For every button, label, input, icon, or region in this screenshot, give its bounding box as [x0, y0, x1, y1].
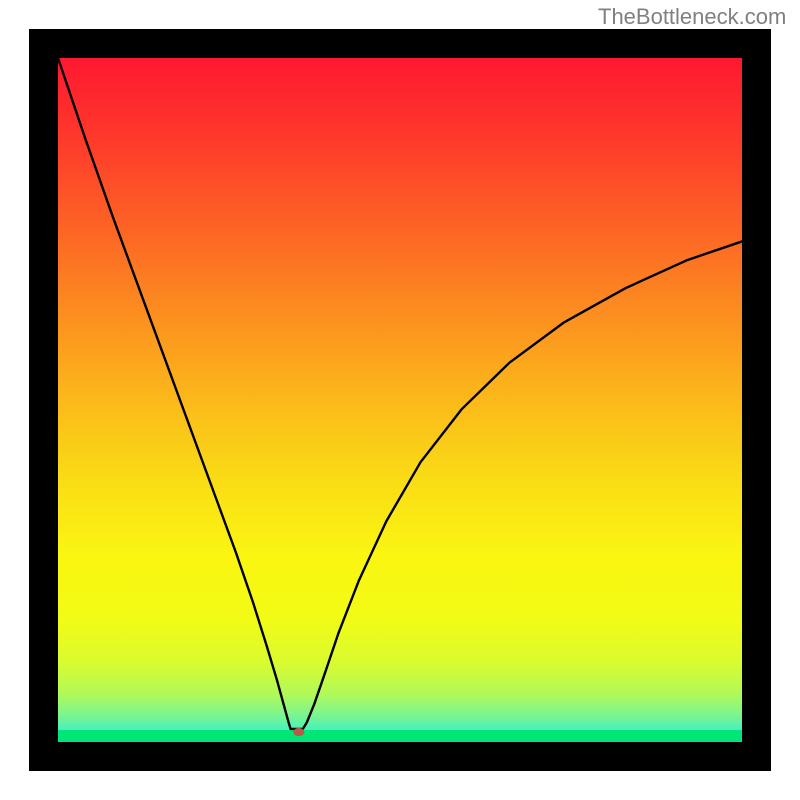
watermark-text: TheBottleneck.com — [598, 4, 786, 30]
bottleneck-chart — [0, 0, 800, 800]
chart-stage: TheBottleneck.com — [0, 0, 800, 800]
